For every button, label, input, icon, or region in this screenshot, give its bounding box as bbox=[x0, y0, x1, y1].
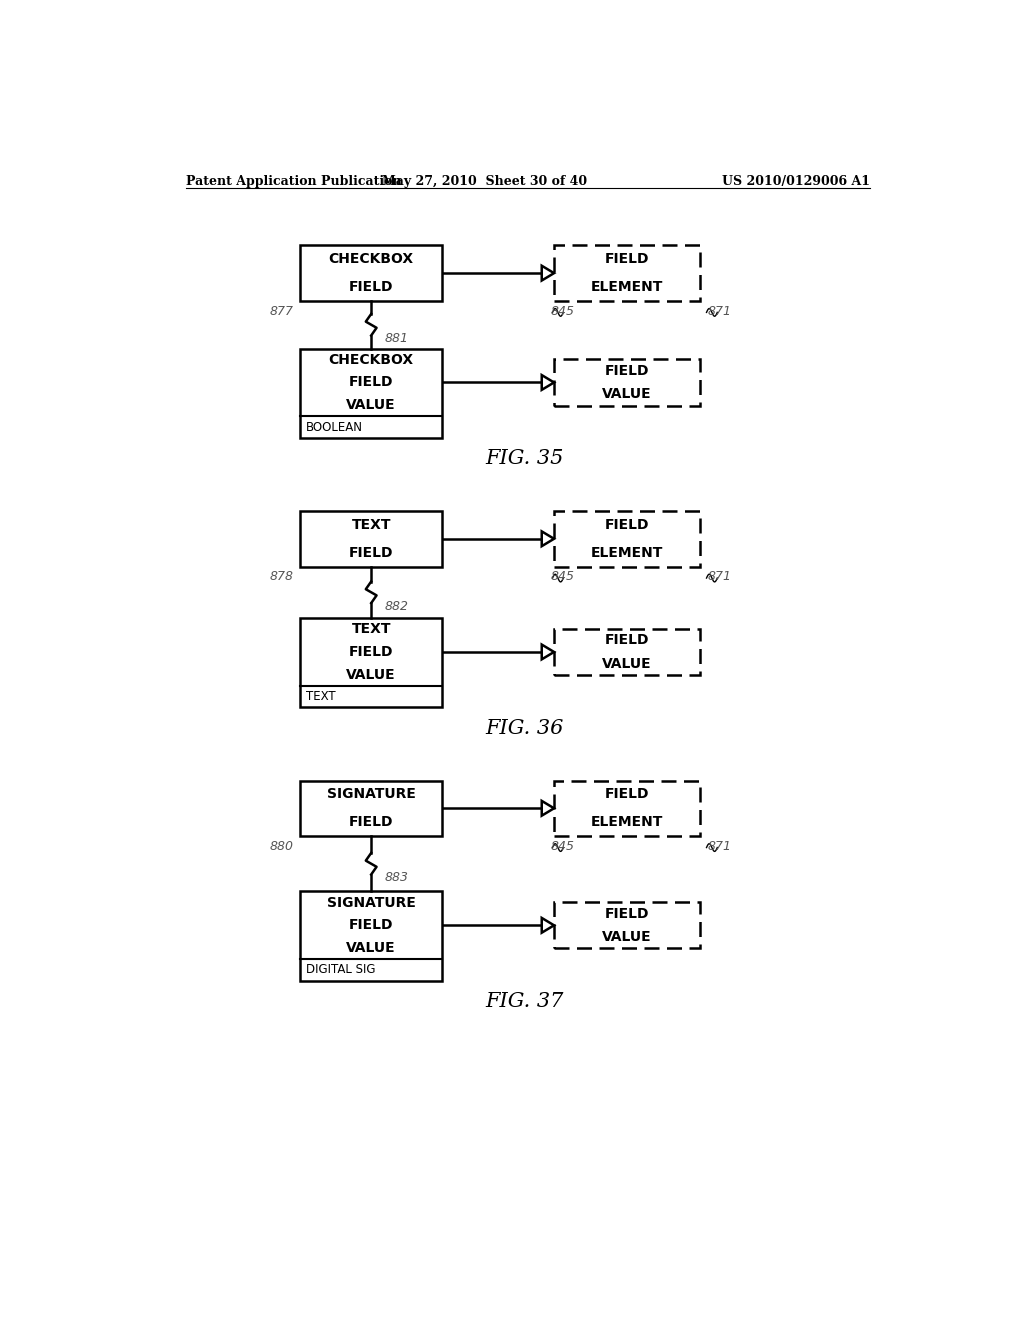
Text: FIELD: FIELD bbox=[605, 517, 649, 532]
Text: 871: 871 bbox=[708, 305, 732, 318]
Text: FIG. 35: FIG. 35 bbox=[485, 449, 564, 469]
Text: DIGITAL SIG: DIGITAL SIG bbox=[306, 964, 376, 977]
Bar bbox=[300, 246, 442, 301]
Text: 880: 880 bbox=[269, 840, 294, 853]
Text: FIG. 36: FIG. 36 bbox=[485, 718, 564, 738]
Text: FIELD: FIELD bbox=[349, 645, 393, 659]
Text: SIGNATURE: SIGNATURE bbox=[327, 788, 416, 801]
Text: VALUE: VALUE bbox=[346, 399, 396, 412]
Bar bbox=[554, 628, 700, 675]
Text: TEXT: TEXT bbox=[351, 517, 391, 532]
Text: 878: 878 bbox=[269, 570, 294, 583]
Text: 845: 845 bbox=[550, 840, 574, 853]
Text: FIELD: FIELD bbox=[605, 907, 649, 921]
Text: FIELD: FIELD bbox=[349, 816, 393, 829]
Text: 881: 881 bbox=[385, 333, 409, 346]
Text: US 2010/0129006 A1: US 2010/0129006 A1 bbox=[722, 176, 869, 189]
Text: May 27, 2010  Sheet 30 of 40: May 27, 2010 Sheet 30 of 40 bbox=[382, 176, 588, 189]
Text: SIGNATURE: SIGNATURE bbox=[327, 896, 416, 909]
Text: CHECKBOX: CHECKBOX bbox=[329, 252, 414, 267]
Polygon shape bbox=[542, 801, 554, 816]
Polygon shape bbox=[542, 917, 554, 933]
Text: VALUE: VALUE bbox=[346, 941, 396, 954]
Bar bbox=[300, 780, 442, 836]
Bar bbox=[554, 780, 700, 836]
Text: 882: 882 bbox=[385, 601, 409, 612]
Text: 845: 845 bbox=[550, 305, 574, 318]
Text: FIELD: FIELD bbox=[605, 788, 649, 801]
Text: FIELD: FIELD bbox=[349, 280, 393, 294]
Text: FIG. 37: FIG. 37 bbox=[485, 993, 564, 1011]
Polygon shape bbox=[542, 375, 554, 389]
Bar bbox=[300, 348, 442, 438]
Bar bbox=[300, 618, 442, 708]
Text: 845: 845 bbox=[550, 570, 574, 583]
Polygon shape bbox=[542, 644, 554, 660]
Text: FIELD: FIELD bbox=[349, 919, 393, 932]
Bar bbox=[554, 511, 700, 566]
Bar bbox=[300, 891, 442, 981]
Text: 877: 877 bbox=[269, 305, 294, 318]
Polygon shape bbox=[542, 532, 554, 546]
Text: Patent Application Publication: Patent Application Publication bbox=[186, 176, 401, 189]
Text: CHECKBOX: CHECKBOX bbox=[329, 352, 414, 367]
Text: TEXT: TEXT bbox=[351, 623, 391, 636]
Text: BOOLEAN: BOOLEAN bbox=[306, 421, 364, 434]
Text: ELEMENT: ELEMENT bbox=[591, 280, 664, 294]
Polygon shape bbox=[542, 265, 554, 281]
Text: VALUE: VALUE bbox=[602, 656, 652, 671]
Text: ELEMENT: ELEMENT bbox=[591, 816, 664, 829]
Text: FIELD: FIELD bbox=[349, 545, 393, 560]
Text: VALUE: VALUE bbox=[602, 387, 652, 401]
Text: TEXT: TEXT bbox=[306, 690, 336, 704]
Text: FIELD: FIELD bbox=[605, 364, 649, 378]
Text: ELEMENT: ELEMENT bbox=[591, 545, 664, 560]
Text: FIELD: FIELD bbox=[349, 375, 393, 389]
Text: 871: 871 bbox=[708, 840, 732, 853]
Text: VALUE: VALUE bbox=[346, 668, 396, 681]
Text: FIELD: FIELD bbox=[605, 252, 649, 267]
Text: 883: 883 bbox=[385, 871, 409, 884]
Text: 871: 871 bbox=[708, 570, 732, 583]
Text: FIELD: FIELD bbox=[605, 634, 649, 647]
Text: VALUE: VALUE bbox=[602, 929, 652, 944]
Bar bbox=[300, 511, 442, 566]
Bar bbox=[554, 903, 700, 949]
Bar bbox=[554, 246, 700, 301]
Bar bbox=[554, 359, 700, 405]
